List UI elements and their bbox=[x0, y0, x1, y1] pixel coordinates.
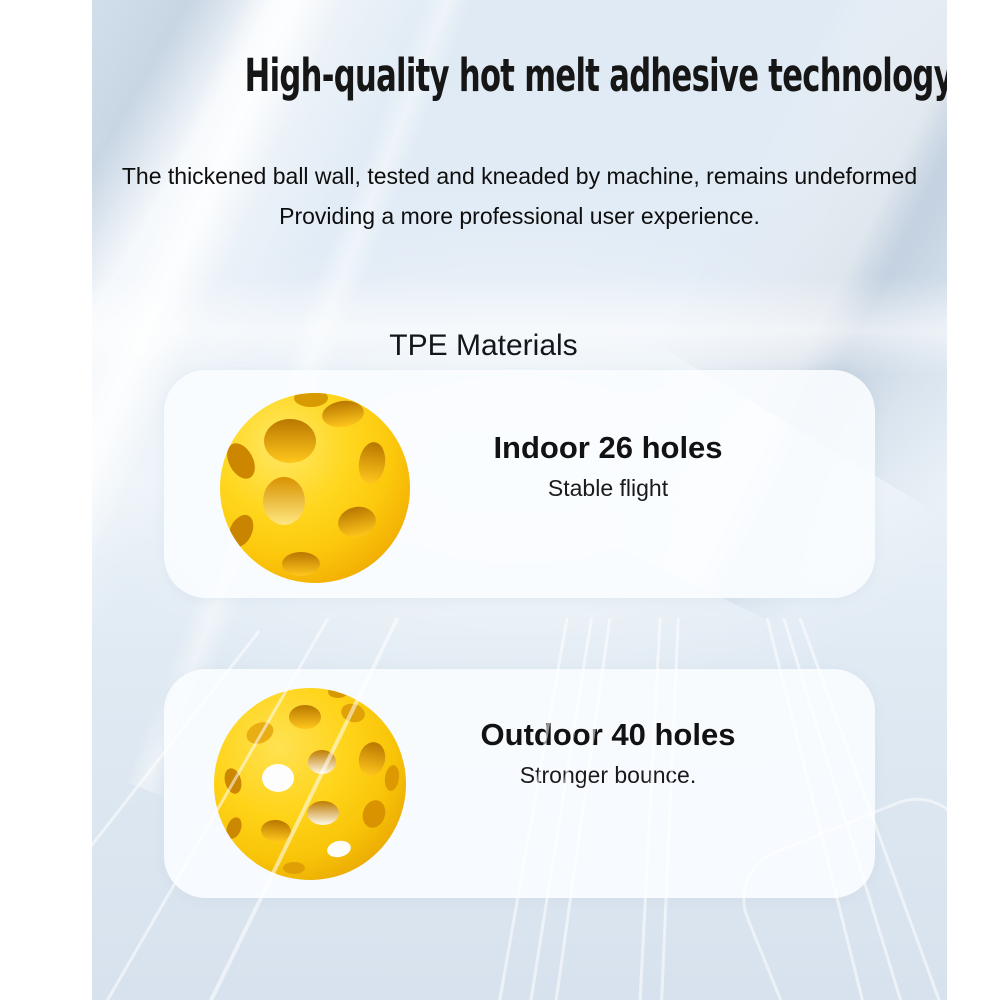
section-heading: TPE Materials bbox=[389, 329, 578, 362]
outdoor-ball-card-text: Outdoor 40 holes Stronger bounce. bbox=[458, 716, 758, 788]
outdoor-card-title: Outdoor 40 holes bbox=[480, 717, 736, 752]
page-title: High-quality hot melt adhesive technolog… bbox=[92, 49, 947, 102]
outdoor-ball-image bbox=[214, 688, 406, 880]
graphic-stage: High-quality hot melt adhesive technolog… bbox=[92, 0, 947, 1000]
page-title-text: High-quality hot melt adhesive technolog… bbox=[244, 49, 947, 102]
subtitle-line-2: Providing a more professional user exper… bbox=[279, 203, 760, 229]
outdoor-card-subtitle: Stronger bounce. bbox=[519, 762, 697, 788]
indoor-ball-image bbox=[220, 393, 410, 583]
indoor-card-subtitle: Stable flight bbox=[547, 475, 669, 501]
indoor-ball-card-text: Indoor 26 holes Stable flight bbox=[458, 429, 758, 501]
indoor-card-title: Indoor 26 holes bbox=[493, 430, 723, 465]
subtitle-line-1: The thickened ball wall, tested and knea… bbox=[121, 163, 918, 189]
page-subtitle: The thickened ball wall, tested and knea… bbox=[92, 156, 947, 236]
